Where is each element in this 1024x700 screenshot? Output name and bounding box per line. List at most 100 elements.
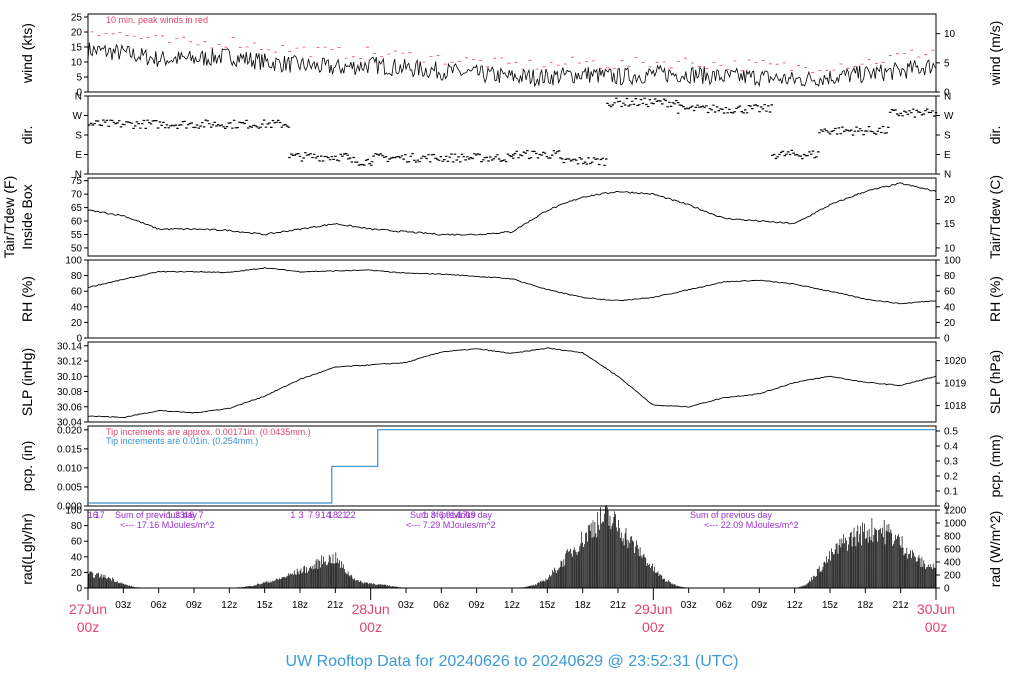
temp-left-label: Tair/Tdew (F) bbox=[1, 176, 17, 258]
rad-hour-mark: 14 bbox=[321, 510, 331, 520]
slp-left-tick-label: 30.08 bbox=[57, 387, 82, 398]
rad-right-tick-label: 0 bbox=[944, 584, 950, 595]
pcp-note-exact: Tip increments are 0.01in. (0.254mm.) bbox=[106, 436, 258, 446]
time-hour-label: 06z bbox=[716, 600, 732, 611]
rad-right-tick-label: 400 bbox=[944, 558, 961, 569]
radiation-bars bbox=[87, 504, 937, 588]
dir-left-tick-label: S bbox=[75, 131, 82, 142]
rad-hour-mark: 3 bbox=[431, 510, 436, 520]
pcp-right-tick-label: 0.2 bbox=[944, 472, 958, 483]
rh-line bbox=[88, 267, 937, 305]
pcp-right-label: pcp. (mm) bbox=[987, 435, 1003, 498]
rad-hour-mark: 14 bbox=[450, 510, 460, 520]
time-day-label: 28Jun bbox=[352, 601, 390, 617]
rh-right-tick-label: 100 bbox=[944, 256, 961, 267]
rad-hour-mark: 3 bbox=[299, 510, 304, 520]
dir-left-tick-label: N bbox=[75, 92, 82, 103]
rad-sum-label: Sum of previous day bbox=[410, 510, 493, 520]
slp-frame bbox=[87, 341, 937, 423]
wind-right-tick-label: 5 bbox=[944, 58, 950, 69]
rad-hour-mark: 1 bbox=[422, 510, 427, 520]
wind-left-tick-label: 15 bbox=[71, 43, 83, 54]
rad-hour-mark: 18 bbox=[328, 510, 338, 520]
wind-left-tick-label: 0 bbox=[76, 88, 82, 99]
rad-right-tick-label: 1200 bbox=[944, 506, 967, 517]
pcp-note-approx: Tip increments are approx. 0.00171in. (0… bbox=[106, 427, 311, 437]
rad-hour-mark: 7 bbox=[199, 510, 204, 520]
wind-right-tick-label: 0 bbox=[944, 88, 950, 99]
wind-frame bbox=[87, 13, 937, 93]
slp-right-label: SLP (hPa) bbox=[987, 350, 1003, 414]
rad-left-tick-label: 40 bbox=[71, 552, 83, 563]
pcp-right-tick-label: 0 bbox=[944, 502, 950, 513]
dir-right-tick-label: N bbox=[944, 170, 951, 181]
time-hour-label: 06z bbox=[151, 600, 167, 611]
rad-hour-mark: 17 bbox=[458, 510, 468, 520]
time-hour-label: 12z bbox=[221, 600, 237, 611]
rh-left-label: RH (%) bbox=[19, 276, 35, 322]
temp-left-tick-label: 70 bbox=[71, 190, 83, 201]
rad-hour-mark: 6 bbox=[439, 510, 444, 520]
rh-left-tick-label: 20 bbox=[71, 318, 83, 329]
pcp-left-label: pcp. (in) bbox=[19, 441, 35, 492]
rh-right-tick-label: 40 bbox=[944, 302, 956, 313]
slp-right-tick-label: 1019 bbox=[944, 379, 967, 390]
dir-left-tick-label: E bbox=[75, 150, 82, 161]
rh-left-tick-label: 0 bbox=[76, 334, 82, 345]
rad-right-label: rad (W/m^2) bbox=[987, 511, 1003, 588]
rad-left-tick-label: 80 bbox=[71, 521, 83, 532]
slp-right-tick-label: 1020 bbox=[944, 356, 967, 367]
slp-left-tick-label: 30.04 bbox=[57, 418, 82, 429]
rad-right-tick-label: 1000 bbox=[944, 519, 967, 530]
dir-right-tick-label: S bbox=[944, 131, 951, 142]
time-day-hour-label: 00z bbox=[925, 619, 948, 635]
temp-right-label: Tair/Tdew (C) bbox=[987, 175, 1003, 259]
rad-hour-mark: 2 bbox=[175, 510, 180, 520]
time-hour-label: 18z bbox=[857, 600, 873, 611]
rad-frame bbox=[87, 509, 937, 589]
time-day-label: 30Jun bbox=[917, 601, 955, 617]
slp-left-tick-label: 30.12 bbox=[57, 357, 82, 368]
pcp-right-tick-label: 0.1 bbox=[944, 487, 958, 498]
rad-right-tick-label: 600 bbox=[944, 545, 961, 556]
dir-right-label: dir. bbox=[987, 126, 1003, 145]
rad-hour-mark: 1 bbox=[290, 510, 295, 520]
dir-right-tick-label: E bbox=[944, 150, 951, 161]
dir-right-tick-label: W bbox=[944, 111, 954, 122]
rh-right-tick-label: 60 bbox=[944, 287, 956, 298]
slp-right-tick-label: 1018 bbox=[944, 401, 967, 412]
rad-hour-mark: 9 bbox=[315, 510, 320, 520]
temp-left-tick-label: 75 bbox=[71, 176, 83, 187]
dir-left-tick-label: N bbox=[75, 170, 82, 181]
temp-left-tick-label: 50 bbox=[71, 243, 83, 254]
time-hour-label: 09z bbox=[186, 600, 202, 611]
time-axis: 03z 06z 09z 12z 15z 18z 21z 03z 06z 09z 12z 15z 18z 2… bbox=[69, 588, 955, 635]
rad-left-tick-label: 100 bbox=[65, 506, 82, 517]
rad-hour-mark: 4 bbox=[183, 510, 188, 520]
time-hour-label: 18z bbox=[575, 600, 591, 611]
rad-right-tick-label: 800 bbox=[944, 532, 961, 543]
temp-line bbox=[87, 182, 937, 236]
pcp-frame bbox=[87, 425, 937, 507]
slp-left-label: SLP (inHg) bbox=[19, 348, 35, 416]
time-hour-label: 12z bbox=[504, 600, 520, 611]
pcp-left-tick-label: 0.010 bbox=[57, 463, 82, 474]
rh-right-label: RH (%) bbox=[987, 276, 1003, 322]
temp-right-tick-label: 20 bbox=[944, 195, 956, 206]
time-hour-label: 03z bbox=[115, 600, 131, 611]
rad-day-sum: <--- 22.09 MJoules/m^2 bbox=[704, 520, 799, 530]
rad-hour-mark: 7 bbox=[308, 510, 313, 520]
rad-left-tick-label: 20 bbox=[71, 568, 83, 579]
chart-title: UW Rooftop Data for 20240626 to 20240629… bbox=[286, 653, 739, 670]
rad-hour-mark: 22 bbox=[346, 510, 356, 520]
rh-left-tick-label: 60 bbox=[71, 287, 83, 298]
time-day-label: 27Jun bbox=[69, 601, 107, 617]
rad-hour-mark: 9 bbox=[446, 510, 451, 520]
rh-right-tick-label: 80 bbox=[944, 271, 956, 282]
time-hour-label: 21z bbox=[893, 600, 909, 611]
rad-hour-mark: 3 bbox=[180, 510, 185, 520]
time-hour-label: 21z bbox=[610, 600, 626, 611]
pcp-right-tick-label: 0.5 bbox=[944, 427, 958, 438]
temp-left-label2: Inside Box bbox=[19, 184, 35, 249]
